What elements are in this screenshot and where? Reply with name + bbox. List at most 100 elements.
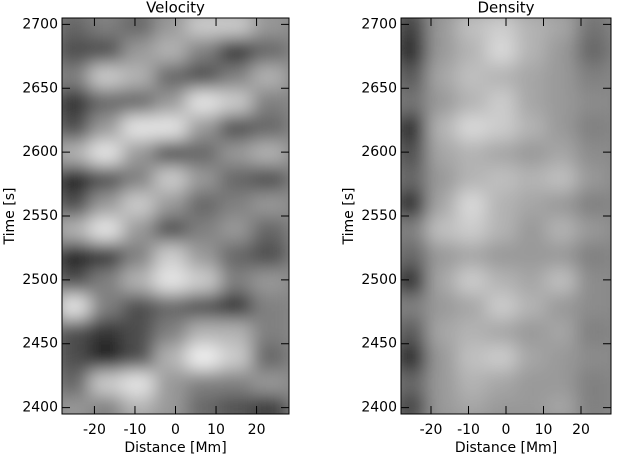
heatmap-cell [576,87,609,115]
heatmap-cell [401,163,429,192]
heatmap-cell [219,317,254,345]
heatmap [62,18,286,414]
x-tick-label: 0 [171,422,180,438]
heatmap-cell [486,36,519,64]
heatmap-cell [576,317,609,345]
heatmap-cell [486,138,519,166]
heatmap-cell [154,112,189,141]
x-tick-label: -20 [420,422,443,438]
x-axis-label: Distance [Mm] [455,440,557,456]
heatmap-cell [219,368,254,396]
heatmap-cell [121,18,157,39]
heatmap-cell [251,18,286,39]
heatmap-cell [219,189,254,217]
heatmap-cell [89,393,124,414]
heatmap-cell [89,342,124,371]
heatmap-cell [516,266,549,294]
heatmap-cell [121,266,157,294]
heatmap-cell [426,393,459,414]
heatmap-cell [121,393,157,414]
x-tick-label: -20 [83,422,106,438]
heatmap-cell [62,240,92,269]
heatmap-cell [186,317,222,345]
heatmap-cell [516,240,549,269]
heatmap-cell [576,163,609,192]
heatmap-cell [456,393,489,414]
heatmap-cell [401,112,429,141]
heatmap-cell [486,163,519,192]
heatmap-cell [576,61,609,90]
heatmap-cell [219,215,254,243]
heatmap-cell [89,61,124,90]
heatmap-cell [516,291,549,320]
heatmap [401,18,609,414]
heatmap-cell [426,317,459,345]
heatmap-cell [456,291,489,320]
heatmap-cell [401,240,429,269]
heatmap-cell [62,291,92,320]
heatmap-cell [456,215,489,243]
heatmap-cell [251,215,286,243]
heatmap-cell [486,368,519,396]
heatmap-cell [154,163,189,192]
heatmap-cell [251,36,286,64]
heatmap-cell [401,18,429,39]
heatmap-cell [426,112,459,141]
heatmap-cell [576,266,609,294]
y-tick-label: 2400 [22,400,58,416]
heatmap-cell [251,368,286,396]
heatmap-cell [89,189,124,217]
heatmap-cell [401,291,429,320]
x-tick-label: -10 [124,422,147,438]
heatmap-cell [426,266,459,294]
heatmap-cell [456,61,489,90]
heatmap-cell [121,112,157,141]
heatmap-cell [219,87,254,115]
heatmap-cell [401,215,429,243]
heatmap-cell [186,368,222,396]
heatmap-cell [121,61,157,90]
heatmap-cell [186,36,222,64]
heatmap-cell [486,112,519,141]
heatmap-cell [546,215,579,243]
heatmap-cell [546,61,579,90]
heatmap-cell [426,18,459,39]
heatmap-cell [516,18,549,39]
heatmap-cell [456,266,489,294]
heatmap-cell [546,112,579,141]
heatmap-cell [89,266,124,294]
heatmap-cell [546,18,579,39]
heatmap-cell [186,138,222,166]
heatmap-cell [251,87,286,115]
heatmap-cell [426,215,459,243]
heatmap-cell [456,317,489,345]
heatmap-cell [219,266,254,294]
y-tick-label: 2650 [22,80,58,96]
heatmap-cell [486,240,519,269]
heatmap-cell [186,240,222,269]
heatmap-cell [62,163,92,192]
heatmap-cell [154,317,189,345]
heatmap-cell [154,342,189,371]
heatmap-cell [62,393,92,414]
y-tick-label: 2400 [361,400,397,416]
heatmap-cell [89,87,124,115]
heatmap-cell [62,317,92,345]
heatmap-cell [89,112,124,141]
heatmap-cell [186,215,222,243]
heatmap-cell [546,36,579,64]
y-tick-label: 2600 [22,144,58,160]
heatmap-cell [516,215,549,243]
heatmap-cell [456,342,489,371]
heatmap-cell [219,36,254,64]
x-tick-label: 10 [535,422,553,438]
heatmap-cell [121,368,157,396]
heatmap-cell [401,368,429,396]
heatmap-cell [154,138,189,166]
y-tick-label: 2450 [22,336,58,352]
heatmap-cell [251,189,286,217]
heatmap-cell [576,368,609,396]
heatmap-cell [251,291,286,320]
y-axis-label: Time [s] [2,188,18,246]
x-axis-label: Distance [Mm] [124,440,226,456]
